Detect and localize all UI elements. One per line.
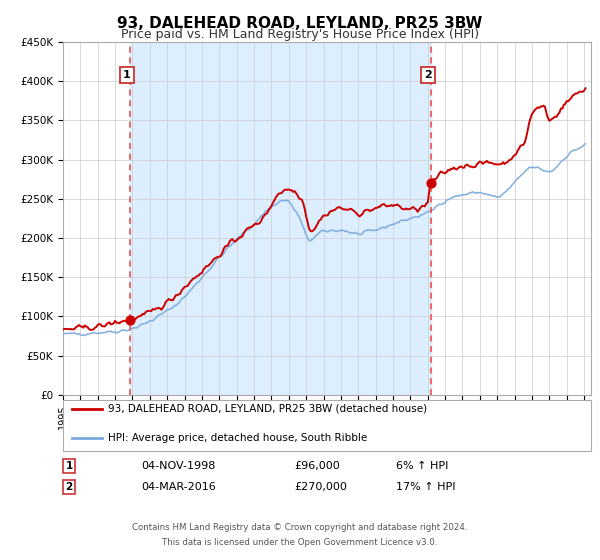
Text: 04-NOV-1998: 04-NOV-1998	[141, 461, 215, 471]
Text: 2: 2	[65, 482, 73, 492]
Text: This data is licensed under the Open Government Licence v3.0.: This data is licensed under the Open Gov…	[163, 538, 437, 547]
Text: £96,000: £96,000	[294, 461, 340, 471]
Point	[125, 315, 134, 324]
Text: £270,000: £270,000	[294, 482, 347, 492]
Text: 2: 2	[424, 70, 432, 80]
Text: HPI: Average price, detached house, South Ribble: HPI: Average price, detached house, Sout…	[108, 433, 367, 443]
Text: 93, DALEHEAD ROAD, LEYLAND, PR25 3BW: 93, DALEHEAD ROAD, LEYLAND, PR25 3BW	[118, 16, 482, 31]
Text: Contains HM Land Registry data © Crown copyright and database right 2024.: Contains HM Land Registry data © Crown c…	[132, 523, 468, 532]
Text: 6% ↑ HPI: 6% ↑ HPI	[396, 461, 448, 471]
Bar	[130, 42, 431, 395]
Text: 93, DALEHEAD ROAD, LEYLAND, PR25 3BW (detached house): 93, DALEHEAD ROAD, LEYLAND, PR25 3BW (de…	[108, 404, 427, 414]
Text: 1: 1	[123, 70, 131, 80]
Text: 1: 1	[65, 461, 73, 471]
Point	[426, 179, 436, 188]
Text: Price paid vs. HM Land Registry's House Price Index (HPI): Price paid vs. HM Land Registry's House …	[121, 28, 479, 41]
Text: 17% ↑ HPI: 17% ↑ HPI	[396, 482, 455, 492]
Text: 04-MAR-2016: 04-MAR-2016	[141, 482, 216, 492]
